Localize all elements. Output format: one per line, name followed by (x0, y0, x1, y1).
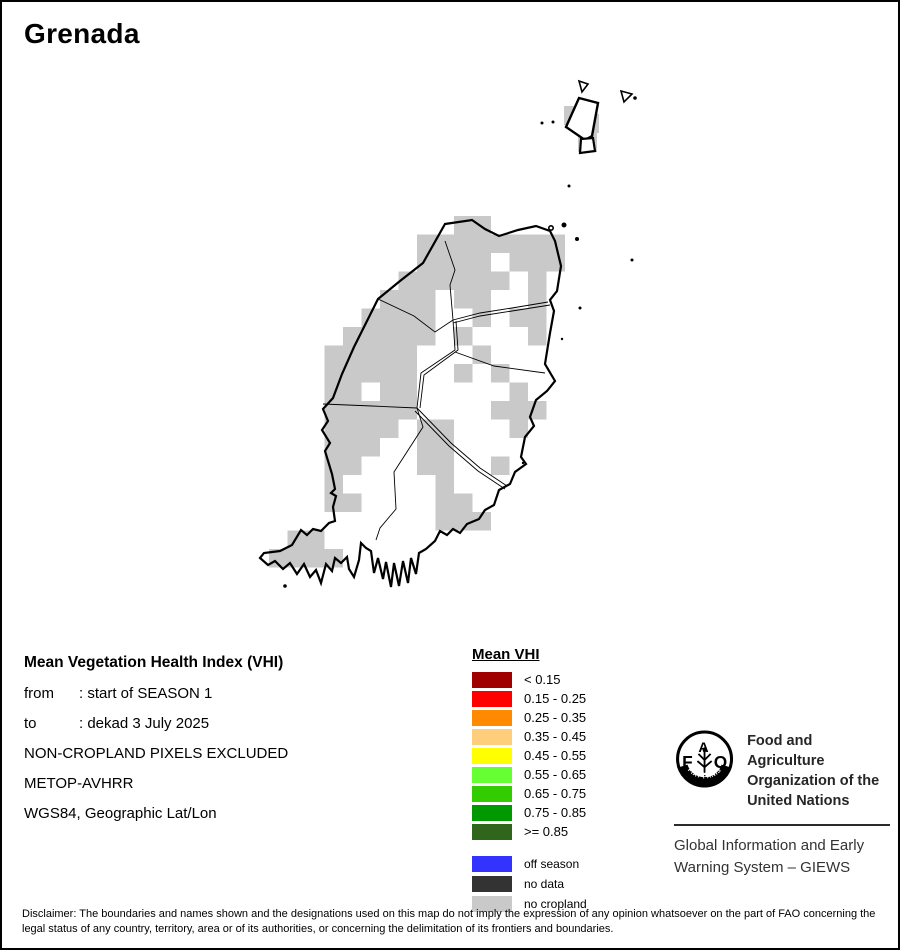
giews-name: Global Information and Early Warning Sys… (674, 835, 891, 879)
caption-line-noncropland: NON-CROPLAND PIXELS EXCLUDED (24, 745, 289, 762)
legend-row: 0.55 - 0.65 (472, 765, 587, 784)
caption-row-from: from : start of SEASON 1 (24, 683, 288, 713)
caption-from-value: : start of SEASON 1 (79, 685, 213, 702)
giews-line: Warning System – GIEWS (674, 859, 851, 876)
legend-row: < 0.15 (472, 670, 587, 689)
legend-label: >= 0.85 (524, 824, 569, 839)
legend-row: 0.45 - 0.55 (472, 746, 587, 765)
island-outline (258, 218, 563, 588)
no-cropland-pixels (269, 216, 565, 568)
legend-row: no data (472, 874, 587, 894)
fao-block: F A O FIAT PANIS Food and Agricu (674, 728, 891, 879)
giews-line: Global Information and Early (674, 837, 865, 854)
legend-label: no data (524, 877, 565, 891)
caption-line-sensor: METOP-AVHRR (24, 775, 134, 792)
legend-label: < 0.15 (524, 672, 561, 687)
fao-letter-o: O (714, 752, 727, 772)
legend-label: 0.15 - 0.25 (524, 691, 587, 706)
map-caption-block: Mean Vegetation Health Index (VHI) from … (24, 652, 288, 833)
legend-swatch (472, 747, 512, 764)
page-title: Grenada (24, 18, 140, 49)
fao-letter-f: F (682, 752, 693, 772)
legend-row: 0.65 - 0.75 (472, 784, 587, 803)
legend-swatch (472, 766, 512, 783)
legend-row: no cropland (472, 894, 587, 914)
legend-row: 0.25 - 0.35 (472, 708, 587, 727)
legend-swatch (472, 856, 512, 872)
islet-dots (283, 96, 637, 588)
fao-name-line: Food and Agriculture (747, 733, 825, 769)
fao-header: F A O FIAT PANIS Food and Agricu (674, 728, 891, 811)
legend-swatch (472, 804, 512, 821)
legend-class-list: < 0.15 0.15 - 0.25 0.25 - 0.35 0.35 - 0.45 0… (472, 670, 587, 841)
vhi-legend: Mean VHI < 0.15 0.15 - 0.25 0.25 - 0.35 0.3… (472, 646, 587, 914)
legend-swatch (472, 823, 512, 840)
legend-swatch (472, 785, 512, 802)
legend-label: 0.65 - 0.75 (524, 786, 587, 801)
caption-heading: Mean Vegetation Health Index (VHI) (24, 654, 284, 671)
fao-name: Food and Agriculture Organization of the… (747, 731, 891, 811)
legend-swatch (472, 690, 512, 707)
small-islands (564, 79, 634, 155)
legend-label: 0.75 - 0.85 (524, 805, 587, 820)
caption-from-label: from (24, 685, 54, 702)
legend-row: 0.75 - 0.85 (472, 803, 587, 822)
wheat-ear-icon (696, 750, 713, 781)
fao-name-line: United Nations (747, 793, 850, 809)
legend-extra-list: off season no data no cropland (472, 854, 587, 914)
legend-row: >= 0.85 (472, 822, 587, 841)
disclaimer-text: Disclaimer: The boundaries and names sho… (22, 908, 876, 935)
legend-label: 0.25 - 0.35 (524, 710, 587, 725)
legend-label: no cropland (524, 897, 587, 911)
legend-swatch (472, 671, 512, 688)
fao-name-line: Organization of the (747, 773, 880, 789)
legend-label: 0.35 - 0.45 (524, 729, 587, 744)
legend-swatch (472, 728, 512, 745)
parish-boundaries (322, 240, 551, 541)
legend-swatch (472, 896, 512, 912)
legend-row: 0.35 - 0.45 (472, 727, 587, 746)
fao-divider (674, 824, 890, 826)
legend-row: off season (472, 854, 587, 874)
legend-label: 0.55 - 0.65 (524, 767, 587, 782)
caption-row-to: to : dekad 3 July 2025 (24, 713, 288, 743)
legend-label: 0.45 - 0.55 (524, 748, 587, 763)
legend-swatch (472, 876, 512, 892)
caption-to-label: to (24, 715, 37, 732)
legend-row: 0.15 - 0.25 (472, 689, 587, 708)
legend-title: Mean VHI (472, 646, 540, 663)
caption-line-projection: WGS84, Geographic Lat/Lon (24, 805, 217, 822)
legend-swatch (472, 709, 512, 726)
fao-logo-icon: F A O FIAT PANIS (676, 730, 734, 788)
caption-to-value: : dekad 3 July 2025 (79, 715, 210, 732)
legend-label: off season (524, 857, 580, 871)
